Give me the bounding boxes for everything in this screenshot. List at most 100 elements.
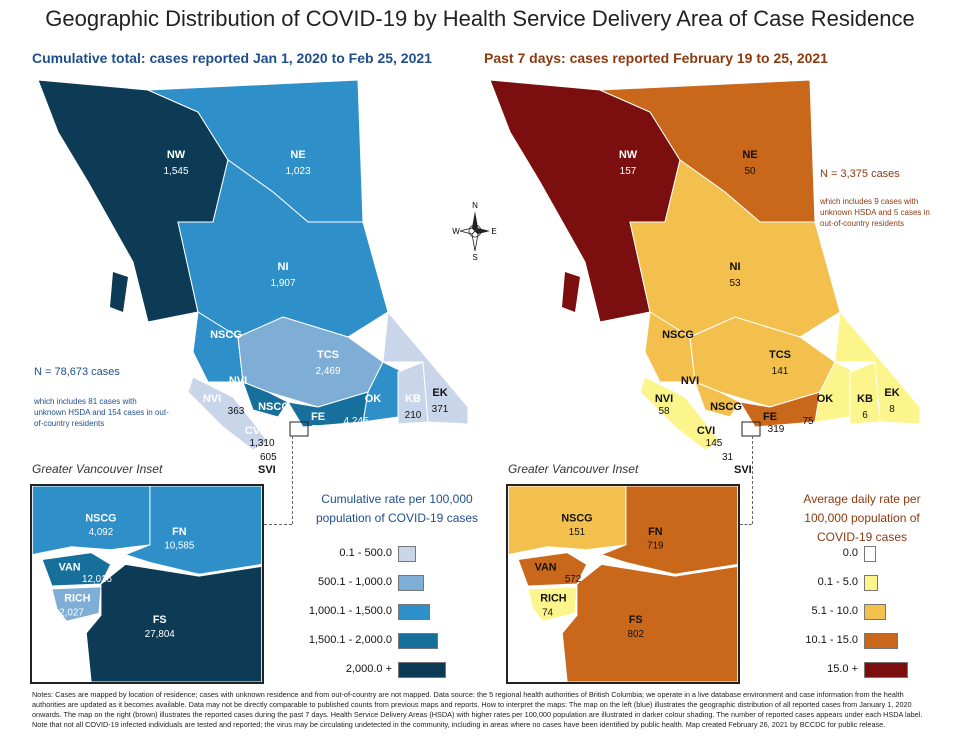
value-ek: 8	[889, 404, 895, 415]
legend-label: 0.1 - 500.0	[339, 547, 392, 559]
right-legend-row: 10.1 - 15.0	[0, 633, 960, 651]
region-ek	[382, 310, 469, 425]
legend-swatch	[864, 633, 898, 649]
right-legend-row: 0.1 - 5.0	[0, 575, 960, 593]
label-ne: NE	[742, 149, 757, 161]
inset-label-fn: FN	[648, 526, 663, 538]
left-bc-map: NW 1,545 NE 1,023 NI 1,907 NSCG TCS 2,46…	[37, 79, 469, 451]
inset-region-rich	[527, 586, 578, 622]
label-nw: NW	[619, 149, 638, 161]
label-ni: NI	[730, 261, 741, 273]
inset-label-nscg: NSCG	[561, 512, 592, 524]
label-nscg: NSCG	[210, 329, 242, 341]
label-ok: OK	[817, 393, 834, 405]
left-inset-connector	[292, 436, 293, 524]
value-cvi: 145	[706, 438, 723, 449]
value-tcs: 141	[772, 366, 789, 377]
right-inset-connector-h	[740, 524, 752, 525]
legend-label: 500.1 - 1,000.0	[317, 576, 392, 588]
inset-region-nscg	[508, 486, 627, 556]
compass-rose-icon: N S W E	[452, 201, 496, 262]
footnote: Notes: Cases are mapped by location of r…	[32, 690, 923, 729]
inset-label-van: VAN	[535, 561, 557, 573]
value-ne: 1,023	[285, 166, 310, 177]
map-title: Geographic Distribution of COVID-19 by H…	[45, 6, 915, 31]
inset-region-van	[517, 552, 588, 587]
legend-swatch	[864, 604, 886, 620]
inset-value-nscg: 151	[569, 527, 585, 538]
inset-value-van: 12,016	[82, 574, 113, 585]
legend-swatch	[398, 604, 430, 620]
label-svi-right: SVI	[734, 464, 752, 476]
value-nw: 1,545	[163, 166, 188, 177]
legend-swatch	[398, 575, 424, 591]
right-legend-row: 5.1 - 10.0	[0, 604, 960, 622]
inset-region-nscg	[32, 486, 151, 556]
legend-swatch	[864, 575, 878, 591]
label-ok: OK	[365, 393, 382, 405]
region-ek	[834, 310, 921, 425]
label-nscg: NSCG	[662, 329, 694, 341]
inset-value-fs: 27,804	[145, 629, 176, 640]
label-ne: NE	[290, 149, 305, 161]
inset-label-rich: RICH	[540, 593, 567, 605]
value-ne: 50	[744, 166, 756, 177]
region-vancouver-island	[639, 376, 721, 451]
region-nscg	[192, 311, 244, 383]
inset-value-fn: 10,585	[164, 541, 195, 552]
legend-label: 15.0 +	[827, 663, 858, 675]
label-cvi: CVI	[245, 425, 263, 437]
label-kb: KB	[857, 393, 873, 405]
compass-n: N	[472, 201, 478, 210]
compass-w: W	[452, 227, 460, 236]
legend-swatch	[398, 546, 416, 562]
right-bc-map: NW 157 NE 50 NI 53 NSCG TCS 141 NVI NVI …	[489, 79, 921, 451]
right-subtitle: Past 7 days: cases reported February 19 …	[484, 50, 828, 66]
right-n-note: which includes 9 cases with unknown HSDA…	[820, 197, 930, 228]
inset-value-van: 572	[565, 574, 581, 585]
left-inset-connector-h	[264, 524, 292, 525]
label-nscg-south: NSCG	[710, 401, 742, 413]
label-kb: KB	[405, 393, 421, 405]
label-fe: FE	[763, 411, 777, 423]
value-ok: 4,245	[343, 416, 368, 427]
inset-label-rich: RICH	[64, 593, 91, 605]
value-ek: 371	[432, 404, 449, 415]
legend-swatch	[864, 546, 876, 562]
value-svi-right: 31	[722, 452, 734, 463]
label-ek: EK	[884, 387, 899, 399]
compass-s: S	[472, 253, 477, 262]
left-legend-row: 1,000.1 - 1,500.0	[0, 604, 960, 622]
inset-label-fs: FS	[629, 614, 643, 626]
value-ok: 75	[802, 416, 814, 427]
label-nvi: NVI	[681, 375, 699, 387]
inset-locator-box	[741, 421, 761, 437]
inset-label-nscg: NSCG	[85, 512, 116, 524]
label-ek: EK	[432, 387, 447, 399]
compass-e: E	[491, 227, 496, 236]
left-legend-row: 500.1 - 1,000.0	[0, 575, 960, 593]
value-fe: 7,866	[311, 424, 336, 435]
inset-region-fn	[599, 486, 738, 575]
value-nw: 157	[620, 166, 637, 177]
value-kb: 6	[862, 410, 868, 421]
label-tcs: TCS	[769, 349, 791, 361]
inset-value-rich: 2,027	[59, 607, 84, 618]
inset-label-fn: FN	[172, 526, 187, 538]
region-haida-gwaii	[110, 272, 128, 312]
inset-value-fs: 802	[628, 629, 644, 640]
region-nscg-south	[694, 381, 741, 418]
legend-label: 1,500.1 - 2,000.0	[308, 634, 392, 646]
legend-label: 1,000.1 - 1,500.0	[308, 605, 392, 617]
region-nscg	[644, 311, 696, 383]
left-legend-row: 1,500.1 - 2,000.0	[0, 633, 960, 651]
inset-label-van: VAN	[59, 561, 81, 573]
region-fe	[739, 391, 821, 428]
left-vancouver-inset: NSCG 4,092 FN 10,585 VAN 12,016 RICH 2,0…	[30, 484, 264, 684]
legend-label: 5.1 - 10.0	[811, 605, 858, 617]
label-svi: SVI	[258, 464, 276, 476]
value-ni: 1,907	[270, 278, 295, 289]
legend-swatch	[398, 662, 446, 678]
value-svi: 605	[260, 452, 277, 463]
value-nvi: 58	[658, 406, 670, 417]
